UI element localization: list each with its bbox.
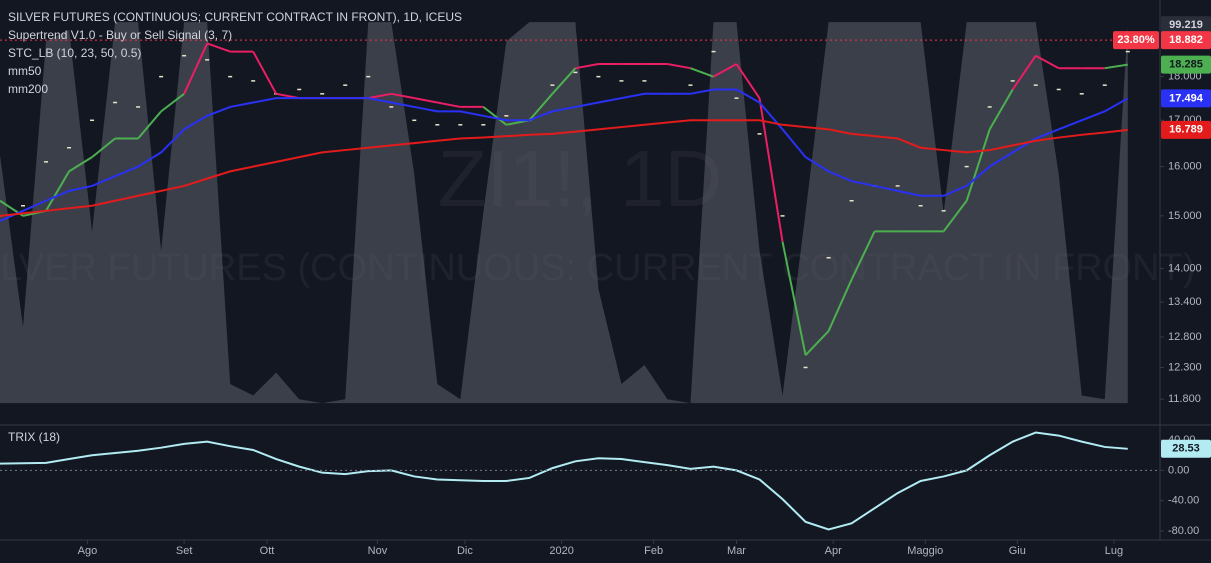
series-line <box>0 431 1128 531</box>
chart-title: SILVER FUTURES (CONTINUOUS; CURRENT CONT… <box>8 10 462 24</box>
supertrend-segment <box>1104 63 1128 70</box>
value-tag <box>1161 55 1211 74</box>
x-tick-label: Apr <box>825 545 842 557</box>
y-tick-label: 0.00 <box>1168 464 1189 476</box>
supertrend-segment <box>368 92 392 100</box>
y-tick-label: 14.000 <box>1168 262 1202 274</box>
supertrend-segment <box>91 137 116 158</box>
y-tick-label: -40.00 <box>1168 495 1199 507</box>
value-tag-label: 18.285 <box>1169 59 1203 71</box>
value-tag-label: 28.53 <box>1172 443 1200 455</box>
supertrend-segment <box>1011 55 1037 91</box>
legend-label: mm50 <box>8 64 42 78</box>
supertrend-segment <box>482 106 507 126</box>
supertrend-segment <box>391 92 415 100</box>
supertrend-segment <box>667 63 691 70</box>
supertrend-segment <box>942 200 968 232</box>
series-line <box>0 88 1129 222</box>
y-tick-label: 12.300 <box>1168 361 1202 373</box>
value-tag <box>1161 439 1211 458</box>
supertrend-segment <box>713 63 737 78</box>
x-tick-label: Mar <box>727 545 746 557</box>
supertrend-segment <box>551 67 577 95</box>
supertrend-segment <box>988 88 1014 130</box>
y-tick-label: 12.800 <box>1168 331 1202 343</box>
legend-label: mm200 <box>8 82 48 96</box>
supertrend-segment <box>850 230 876 281</box>
supertrend-segment <box>45 170 70 212</box>
supertrend-segment <box>414 97 438 104</box>
supertrend-segment <box>160 93 185 113</box>
value-tag <box>1161 16 1211 35</box>
supertrend-segment <box>252 51 278 95</box>
supertrend-segment <box>735 63 761 99</box>
supertrend-segment <box>575 63 599 70</box>
supertrend-segment <box>1035 54 1060 70</box>
supertrend-segment <box>758 97 784 242</box>
x-tick-label: 2020 <box>549 545 573 557</box>
x-tick-label: Dic <box>457 545 473 557</box>
y-tick-label: 11.800 <box>1168 393 1201 405</box>
y-tick-label: 16.000 <box>1168 161 1202 173</box>
x-tick-label: Ago <box>78 545 98 557</box>
supertrend-segment <box>183 43 209 95</box>
value-tag <box>1113 31 1159 50</box>
value-tag <box>1161 31 1211 50</box>
value-tag-label: 16.789 <box>1169 124 1203 136</box>
supertrend-segment <box>827 279 853 332</box>
value-tag-label: 18.882 <box>1169 34 1203 46</box>
supertrend-segment <box>690 67 714 78</box>
supertrend-segment <box>206 42 231 53</box>
legend-label: STC_LB (10, 23, 50, 0.5) <box>8 46 141 60</box>
legend-label: TRIX (18) <box>8 430 60 444</box>
x-tick-label: Ott <box>260 545 275 557</box>
y-tick-label: 15.000 <box>1168 210 1202 222</box>
legend-label: Supertrend V1.0 - Buy or Sell Signal (3,… <box>8 28 232 42</box>
supertrend-segment <box>137 110 162 140</box>
x-tick-label: Maggio <box>907 545 943 557</box>
value-tag-label: 23.80% <box>1117 34 1155 46</box>
x-tick-label: Lug <box>1105 545 1123 557</box>
y-tick-label: -80.00 <box>1168 525 1199 537</box>
y-tick-label: 13.400 <box>1168 296 1202 308</box>
value-tag-label: 17.494 <box>1169 92 1204 104</box>
supertrend-segment <box>781 241 807 356</box>
series-line <box>0 119 1128 217</box>
supertrend-segment <box>528 93 554 121</box>
oscillator-area <box>0 22 1128 404</box>
x-tick-label: Giu <box>1009 545 1026 557</box>
supertrend-segment <box>68 156 93 173</box>
supertrend-segment <box>965 129 991 202</box>
supertrend-segment <box>437 101 461 108</box>
x-tick-label: Set <box>176 545 193 557</box>
x-tick-label: Nov <box>368 545 388 557</box>
value-tag-label: 99.219 <box>1169 19 1203 31</box>
value-tag <box>1161 89 1211 108</box>
value-tag <box>1161 120 1211 139</box>
supertrend-segment <box>804 330 830 356</box>
x-tick-label: Feb <box>644 545 663 557</box>
